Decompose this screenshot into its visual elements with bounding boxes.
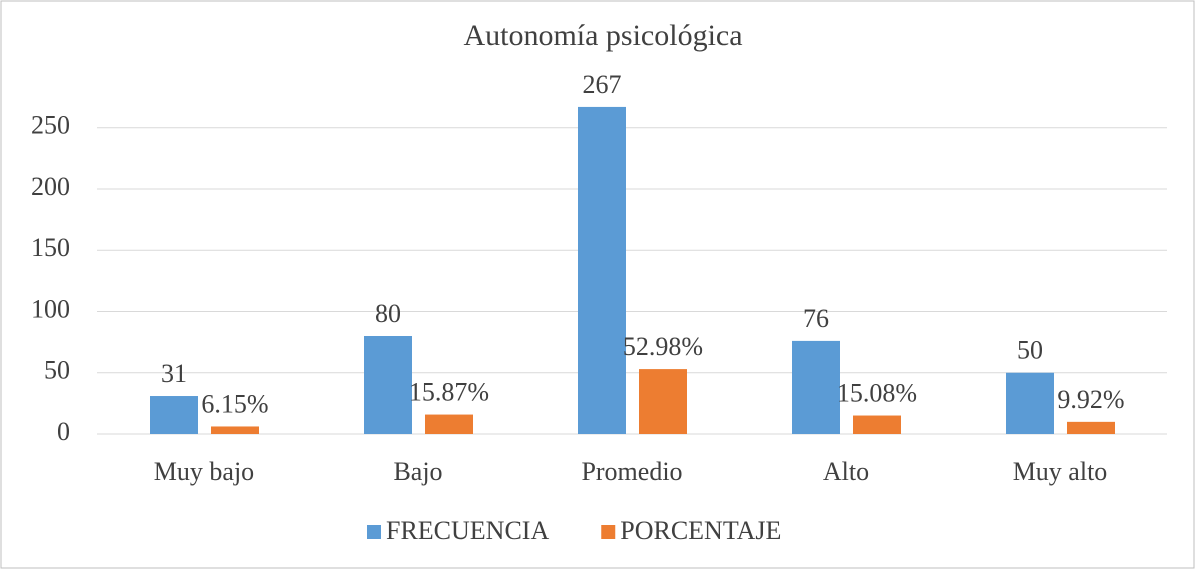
data-label: 31 — [161, 359, 187, 388]
data-label: 76 — [803, 304, 829, 333]
bar — [364, 336, 412, 434]
y-tick-label: 200 — [31, 172, 70, 201]
y-tick-label: 50 — [44, 356, 70, 385]
y-tick-label: 250 — [31, 111, 70, 140]
x-tick-label: Muy bajo — [154, 457, 254, 486]
chart-title: Autonomía psicológica — [463, 19, 742, 52]
bar — [150, 396, 198, 434]
legend-swatch — [367, 525, 381, 539]
y-tick-label: 0 — [57, 417, 70, 446]
legend-label: FRECUENCIA — [386, 516, 549, 545]
data-label: 15.08% — [837, 378, 917, 407]
data-label: 52.98% — [623, 332, 703, 361]
x-tick-label: Bajo — [393, 457, 442, 486]
data-label: 6.15% — [201, 389, 268, 418]
data-label: 15.87% — [409, 378, 489, 407]
bar — [639, 369, 687, 434]
bar — [792, 340, 840, 434]
legend-label: PORCENTAJE — [620, 516, 781, 545]
data-label: 50 — [1017, 336, 1043, 365]
x-tick-label: Alto — [823, 457, 869, 486]
data-label: 80 — [375, 299, 401, 328]
bar — [1067, 421, 1115, 434]
x-tick-label: Promedio — [581, 457, 682, 486]
bar — [1006, 372, 1054, 434]
bar — [425, 414, 473, 434]
bar — [578, 106, 626, 435]
data-label: 267 — [583, 70, 622, 99]
y-tick-label: 150 — [31, 233, 70, 262]
bar — [211, 426, 259, 434]
x-tick-label: Muy alto — [1013, 457, 1108, 486]
bar — [853, 415, 901, 434]
y-tick-label: 100 — [31, 294, 70, 323]
legend-swatch — [601, 525, 616, 539]
data-label: 9.92% — [1057, 385, 1124, 414]
